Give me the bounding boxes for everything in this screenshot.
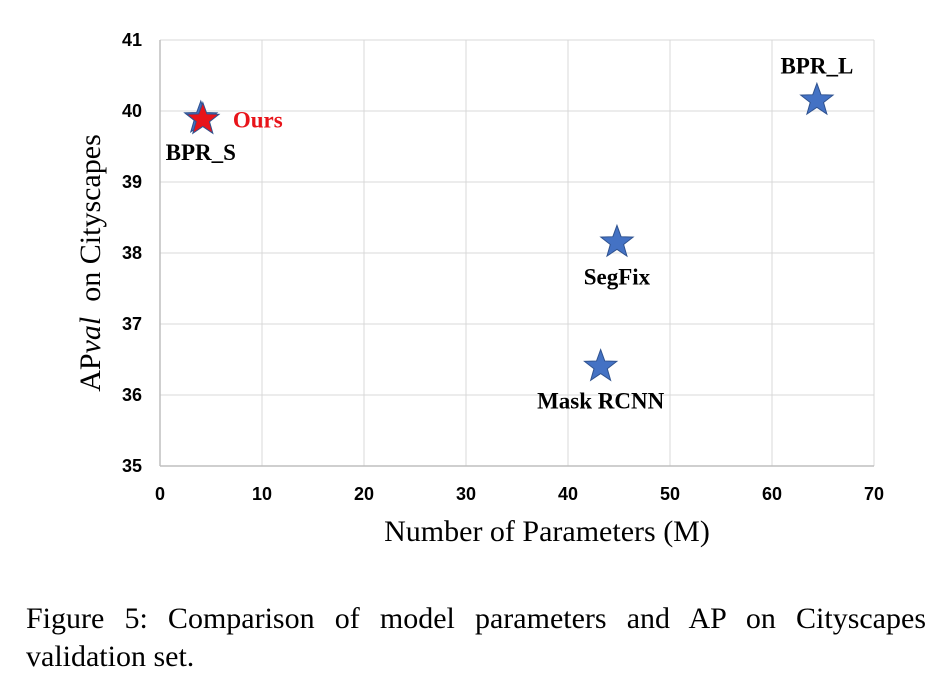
data-point-star [799, 81, 835, 116]
y-tick-label: 41 [122, 30, 142, 50]
scatter-chart: 0 10 20 30 40 50 60 70 35 36 37 38 39 40 41 Mask RCNN S… [74, 30, 884, 548]
y-axis-title-prefix: AP [74, 353, 107, 391]
data-point-label: Ours [233, 108, 283, 133]
y-tick-label: 40 [122, 101, 142, 121]
x-tick-label: 30 [456, 484, 476, 504]
tick-labels: 0 10 20 30 40 50 60 70 35 36 37 38 39 40 41 [122, 30, 884, 504]
y-tick-label: 36 [122, 385, 142, 405]
y-tick-label: 35 [122, 456, 142, 476]
data-point-star [185, 101, 221, 135]
x-tick-label: 50 [660, 484, 680, 504]
y-axis-title-italic: val [74, 317, 107, 354]
y-tick-label: 39 [122, 172, 142, 192]
x-tick-label: 0 [155, 484, 165, 504]
x-tick-label: 10 [252, 484, 272, 504]
grid-lines [160, 39, 875, 466]
data-point-star [583, 348, 619, 382]
point-labels: Mask RCNN SegFix BPR_S BPR_L Ours [166, 53, 854, 413]
figure-caption: Figure 5: Comparison of model parameters… [26, 602, 926, 673]
data-points [183, 81, 835, 382]
data-point-label: SegFix [584, 264, 651, 289]
y-tick-label: 37 [122, 314, 142, 334]
axes [159, 40, 874, 467]
data-point-label: BPR_L [780, 53, 853, 78]
x-axis-title: Number of Parameters (M) [384, 515, 710, 548]
y-axis-title-suffix: on Cityscapes [74, 134, 107, 316]
x-tick-label: 60 [762, 484, 782, 504]
data-point-label: Mask RCNN [537, 389, 665, 414]
x-tick-label: 40 [558, 484, 578, 504]
x-tick-label: 70 [864, 484, 884, 504]
data-point-star [599, 223, 635, 258]
y-axis-title: APval on Cityscapes [74, 134, 107, 392]
x-tick-label: 20 [354, 484, 374, 504]
data-point-label: BPR_S [166, 140, 236, 165]
y-tick-label: 38 [122, 243, 142, 263]
